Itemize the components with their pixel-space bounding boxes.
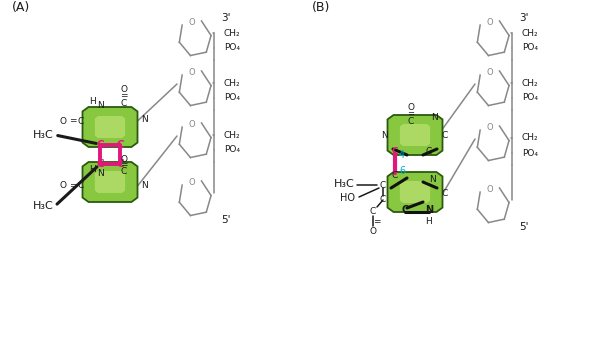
Polygon shape xyxy=(95,116,125,138)
Text: O: O xyxy=(487,18,493,27)
Text: O: O xyxy=(59,181,66,190)
Text: C: C xyxy=(401,205,409,215)
Text: 4: 4 xyxy=(399,150,405,160)
Polygon shape xyxy=(83,107,137,147)
Text: C: C xyxy=(121,167,127,176)
Text: PO₄: PO₄ xyxy=(224,145,240,154)
Text: H₃C: H₃C xyxy=(33,130,54,140)
Text: C: C xyxy=(78,181,84,190)
Text: O: O xyxy=(59,117,66,126)
Text: H: H xyxy=(89,166,95,175)
Text: C: C xyxy=(96,159,104,169)
Text: C: C xyxy=(392,171,398,180)
Text: PO₄: PO₄ xyxy=(522,44,538,53)
Text: C: C xyxy=(380,180,386,189)
Text: PO₄: PO₄ xyxy=(224,44,240,53)
Polygon shape xyxy=(400,181,430,203)
Text: O: O xyxy=(121,154,128,163)
Text: N: N xyxy=(430,175,436,184)
Text: O: O xyxy=(188,68,195,77)
Text: 3': 3' xyxy=(519,13,529,23)
Text: CH₂: CH₂ xyxy=(522,28,539,37)
Polygon shape xyxy=(400,124,430,146)
Text: O: O xyxy=(370,228,377,237)
Text: (A): (A) xyxy=(12,1,30,14)
Text: =: = xyxy=(120,91,128,100)
Text: =: = xyxy=(69,181,77,190)
Text: C: C xyxy=(426,147,432,156)
Text: O: O xyxy=(188,18,195,27)
Text: C: C xyxy=(392,147,398,156)
Text: N: N xyxy=(425,205,433,215)
Text: N: N xyxy=(97,168,103,177)
Text: 5': 5' xyxy=(221,215,230,225)
Text: CH₂: CH₂ xyxy=(224,28,241,37)
Text: O: O xyxy=(188,177,195,186)
Text: N: N xyxy=(382,130,388,139)
Text: CH₂: CH₂ xyxy=(522,134,539,143)
Text: O: O xyxy=(407,103,415,112)
Text: C: C xyxy=(442,189,448,198)
Text: C: C xyxy=(116,159,124,169)
Text: H₃C: H₃C xyxy=(33,201,54,211)
Text: =: = xyxy=(69,117,77,126)
Text: C: C xyxy=(96,140,104,150)
Text: (B): (B) xyxy=(312,1,331,14)
Text: =: = xyxy=(120,161,128,170)
Text: H: H xyxy=(89,96,95,105)
Text: O: O xyxy=(121,85,128,94)
Text: C: C xyxy=(121,99,127,108)
Text: PO₄: PO₄ xyxy=(522,94,538,103)
Text: =: = xyxy=(373,217,381,226)
Text: C: C xyxy=(78,117,84,126)
Polygon shape xyxy=(388,115,443,155)
Text: 6: 6 xyxy=(399,166,405,176)
Text: CH₂: CH₂ xyxy=(522,78,539,87)
Text: N: N xyxy=(97,100,103,109)
Text: O: O xyxy=(487,122,493,131)
Polygon shape xyxy=(388,172,443,212)
Text: H: H xyxy=(425,217,433,226)
Text: PO₄: PO₄ xyxy=(522,148,538,158)
Text: CH₂: CH₂ xyxy=(224,130,241,139)
Text: C: C xyxy=(116,140,124,150)
Text: 5': 5' xyxy=(519,222,529,232)
Text: N: N xyxy=(431,113,439,122)
Text: C: C xyxy=(380,195,386,204)
Text: C: C xyxy=(408,117,414,126)
Text: 3': 3' xyxy=(221,13,230,23)
Polygon shape xyxy=(95,171,125,193)
Text: HO: HO xyxy=(340,193,355,203)
Text: O: O xyxy=(188,120,195,129)
Text: CH₂: CH₂ xyxy=(224,78,241,87)
Text: N: N xyxy=(142,114,148,123)
Text: C: C xyxy=(442,130,448,139)
Text: =: = xyxy=(407,109,415,118)
Text: H₃C: H₃C xyxy=(334,179,355,189)
Text: PO₄: PO₄ xyxy=(224,94,240,103)
Text: O: O xyxy=(487,185,493,194)
Polygon shape xyxy=(83,162,137,202)
Text: O: O xyxy=(487,68,493,77)
Text: N: N xyxy=(142,180,148,189)
Text: C: C xyxy=(370,207,376,216)
